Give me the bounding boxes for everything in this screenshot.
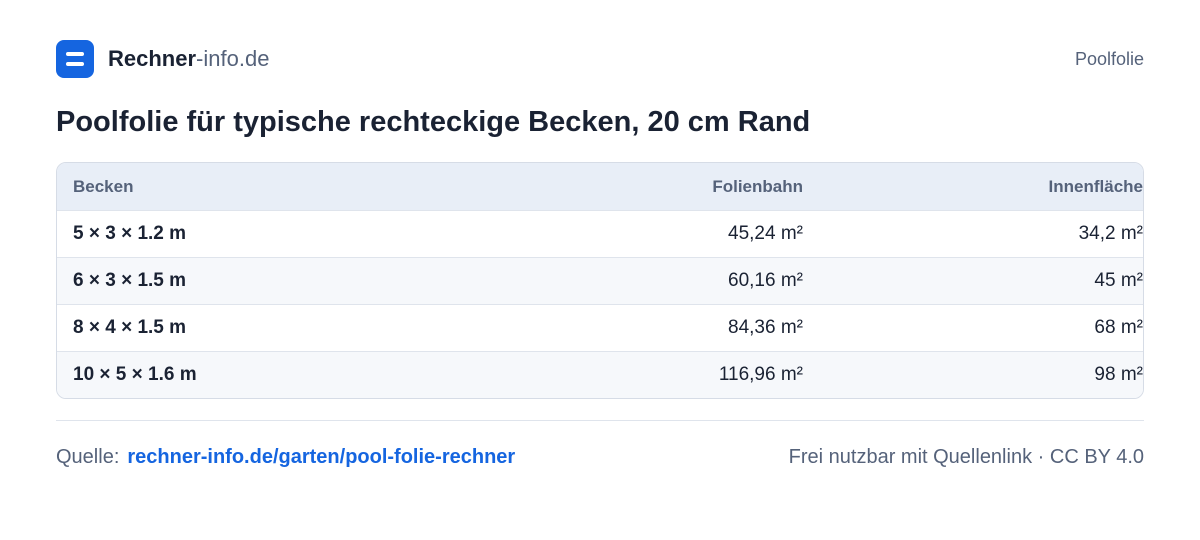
table-row: 5 × 3 × 1.2 m 45,24 m² 34,2 m² — [57, 210, 1143, 257]
column-header: Folienbahn — [712, 176, 803, 196]
cell: 45 m² — [1094, 270, 1143, 291]
footer: Quelle: rechner-info.de/garten/pool-folie… — [56, 446, 1144, 469]
cell: 8 × 4 × 1.5 m — [73, 317, 187, 338]
license: Frei nutzbar mit Quellenlink · CC BY 4.0 — [789, 446, 1144, 469]
source-link[interactable]: rechner-info.de/garten/pool-folie-rechne… — [127, 446, 516, 468]
logo-icon — [56, 40, 94, 78]
cell: 6 × 3 × 1.5 m — [73, 270, 187, 291]
license-text: Frei nutzbar mit Quellenlink — [788, 446, 1033, 468]
cell: 84,36 m² — [728, 317, 803, 338]
source: Quelle: rechner-info.de/garten/pool-folie… — [56, 446, 515, 469]
brand-light: -info.de — [196, 46, 270, 71]
table-row: 6 × 3 × 1.5 m 60,16 m² 45 m² — [57, 257, 1143, 304]
source-label: Quelle: — [56, 446, 120, 468]
header-row: Becken Folienbahn Innenfläche — [57, 163, 1143, 210]
cell: 45,24 m² — [728, 223, 803, 244]
logo[interactable]: Rechner-info.de — [56, 40, 269, 78]
title: Poolfolie für typische rechteckige Becke… — [56, 106, 811, 138]
column-header: Becken — [73, 176, 134, 196]
table-row: 10 × 5 × 1.6 m 116,96 m² 98 m² — [57, 351, 1143, 398]
cell: 60,16 m² — [728, 270, 803, 291]
separator: · — [1037, 446, 1045, 468]
cell: 98 m² — [1094, 364, 1143, 385]
license-name: CC BY 4.0 — [1049, 446, 1144, 468]
cell: 5 × 3 × 1.2 m — [73, 223, 187, 244]
divider — [56, 420, 1144, 421]
table-row: 8 × 4 × 1.5 m 84,36 m² 68 m² — [57, 304, 1143, 351]
cell: 34,2 m² — [1078, 223, 1143, 244]
header: Rechner-info.de Poolfolie — [56, 40, 1144, 78]
section: Poolfolie — [1074, 48, 1144, 69]
cell: 68 m² — [1094, 317, 1143, 338]
cell: 116,96 m² — [718, 364, 803, 385]
column-header: Innenfläche — [1048, 176, 1143, 196]
table: Becken Folienbahn Innenfläche 5 × 3 × 1.2 m… — [56, 162, 1144, 399]
brand-bold: Rechner — [108, 46, 197, 71]
cell: 10 × 5 × 1.6 m — [73, 364, 197, 385]
brand: Rechner-info.de — [108, 46, 269, 72]
